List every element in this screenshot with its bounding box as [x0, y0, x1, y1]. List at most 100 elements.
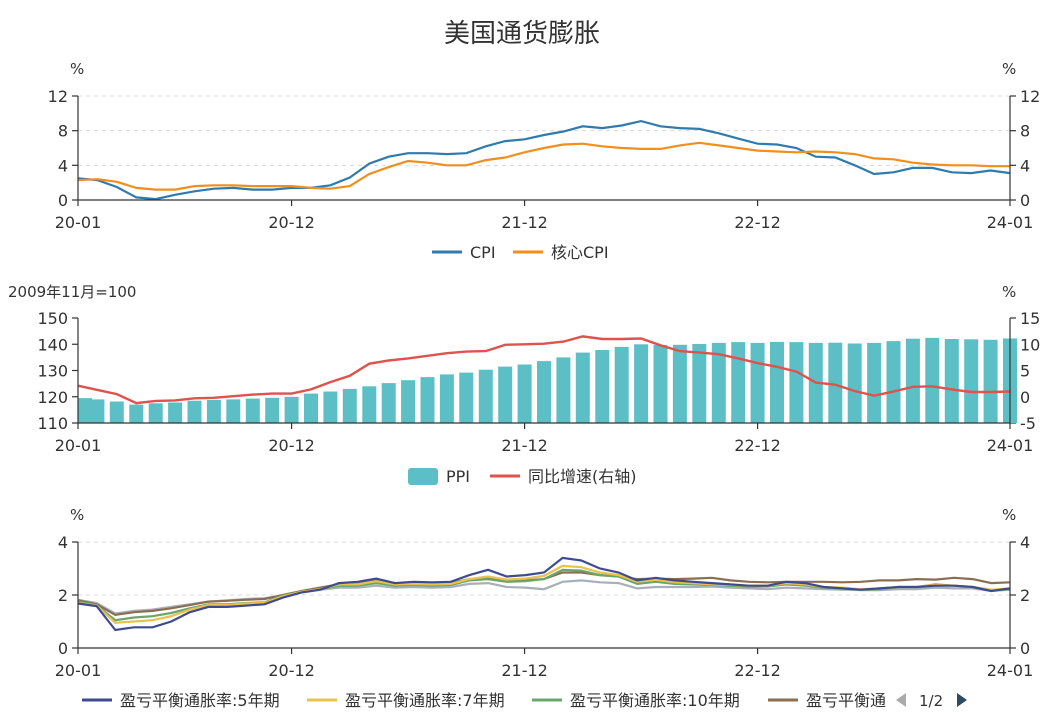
ppi-bar[interactable]: [789, 342, 804, 423]
ppi-bar[interactable]: [770, 341, 784, 423]
ppi-bar[interactable]: [575, 352, 590, 423]
cpi-legend: CPI 核心CPI: [432, 243, 609, 262]
ppi-bar[interactable]: [964, 339, 979, 423]
right-tick-label: -5: [1020, 414, 1036, 433]
series-line-cpi: [77, 119, 1011, 201]
x-tick-label: 24-01: [987, 661, 1034, 680]
ppi-bar[interactable]: [206, 399, 221, 423]
cpi-left-unit: %: [70, 60, 84, 78]
ppi-bar[interactable]: [672, 344, 687, 423]
ppi-bar[interactable]: [944, 339, 959, 423]
right-tick-label: 12: [1020, 87, 1040, 106]
ppi-bar[interactable]: [925, 337, 940, 423]
legend-item-cpi[interactable]: CPI: [432, 243, 496, 262]
ppi-right-unit: %: [1002, 283, 1016, 301]
ppi-bar[interactable]: [653, 345, 668, 423]
ppi-bar[interactable]: [420, 377, 435, 423]
y-tick-label: 140: [37, 335, 68, 354]
legend-item-breakeven-10y[interactable]: 盈亏平衡通胀率:10年期: [532, 691, 740, 710]
ppi-bar[interactable]: [109, 401, 124, 424]
legend-label-ppi-yoy: 同比增速(右轴): [528, 467, 637, 486]
series-line-breakeven-5y: [77, 556, 1011, 632]
ppi-bar[interactable]: [226, 399, 241, 423]
breakeven-panel: % % 0 2 4 0 2 4 20-01 20-12 21-12 22-12 24-01 盈亏平…: [55, 506, 1034, 710]
ppi-bar[interactable]: [78, 398, 92, 423]
y-tick-label: 120: [37, 388, 68, 407]
ppi-legend: PPI 同比增速(右轴): [408, 467, 637, 486]
ppi-bar[interactable]: [90, 399, 105, 423]
right-tick-label: 8: [1020, 122, 1030, 141]
y-tick-label: 8: [58, 122, 68, 141]
ppi-bar[interactable]: [498, 366, 513, 423]
y-tick-label: 0: [58, 639, 68, 658]
ppi-bar[interactable]: [401, 380, 416, 423]
x-tick-label: 21-12: [501, 436, 548, 455]
ppi-bar[interactable]: [304, 393, 318, 423]
x-tick-label: 21-12: [501, 661, 548, 680]
ppi-bar[interactable]: [847, 343, 862, 424]
ppi-bar[interactable]: [614, 346, 629, 423]
ppi-bar[interactable]: [265, 397, 280, 423]
cpi-x-ticks: 20-01 20-12 21-12 22-12 24-01: [55, 200, 1034, 232]
ppi-bar[interactable]: [731, 342, 746, 423]
ppi-bar[interactable]: [537, 361, 551, 423]
right-tick-label: 15: [1020, 309, 1040, 328]
ppi-bar[interactable]: [439, 374, 454, 423]
ppi-bar[interactable]: [323, 391, 338, 424]
ppi-bar[interactable]: [634, 344, 649, 424]
ppi-bar[interactable]: [284, 396, 299, 424]
ppi-bars: [78, 337, 1017, 424]
legend-swatch-ppi: [408, 468, 438, 485]
ppi-bar[interactable]: [381, 383, 396, 423]
legend-next-page-icon[interactable]: [957, 693, 967, 707]
breakeven-series: [77, 556, 1011, 632]
ppi-bar[interactable]: [459, 372, 474, 423]
legend-item-breakeven-next[interactable]: 盈亏平衡通: [768, 691, 886, 710]
breakeven-gridlines: [78, 541, 1010, 596]
right-tick-label: 0: [1020, 639, 1030, 658]
ppi-bar[interactable]: [362, 386, 377, 424]
ppi-bar[interactable]: [692, 344, 707, 423]
legend-prev-page-icon[interactable]: [896, 693, 906, 707]
ppi-bar[interactable]: [711, 342, 726, 423]
ppi-bar[interactable]: [750, 342, 765, 423]
ppi-bar[interactable]: [886, 341, 901, 423]
ppi-bar[interactable]: [556, 357, 571, 423]
legend-item-breakeven-5y[interactable]: 盈亏平衡通胀率:5年期: [82, 691, 280, 710]
ppi-bar[interactable]: [983, 339, 998, 423]
right-tick-label: 5: [1020, 362, 1030, 381]
x-tick-label: 24-01: [987, 213, 1034, 232]
ppi-bar[interactable]: [595, 350, 610, 423]
legend-page-indicator: 1/2: [919, 692, 943, 710]
legend-item-core-cpi[interactable]: 核心CPI: [513, 243, 609, 262]
legend-pager: 1/2: [896, 692, 967, 710]
ppi-bar[interactable]: [342, 388, 357, 423]
ppi-x-ticks: 20-01 20-12 21-12 22-12 24-01: [55, 423, 1033, 455]
ppi-bar[interactable]: [905, 338, 920, 423]
breakeven-x-ticks: 20-01 20-12 21-12 22-12 24-01: [55, 648, 1034, 680]
legend-item-breakeven-7y[interactable]: 盈亏平衡通胀率:7年期: [307, 691, 505, 710]
cpi-right-unit: %: [1002, 60, 1016, 78]
ppi-bar[interactable]: [187, 400, 202, 423]
series-line-ppi-yoy: [77, 335, 1011, 405]
ppi-panel: 2009年11月=100 % 110 120 130 140 150 -5 0 5 10 15 2…: [8, 283, 1040, 486]
page-title: 美国通货膨胀: [444, 19, 600, 49]
y-tick-label: 0: [58, 191, 68, 210]
ppi-bar[interactable]: [478, 369, 493, 423]
x-tick-label: 20-01: [55, 213, 102, 232]
x-tick-label: 22-12: [734, 436, 781, 455]
ppi-bar[interactable]: [867, 342, 882, 423]
legend-item-ppi-yoy[interactable]: 同比增速(右轴): [490, 467, 637, 486]
right-tick-label: 10: [1020, 335, 1040, 354]
right-tick-label: 0: [1020, 388, 1030, 407]
right-tick-label: 4: [1020, 156, 1030, 175]
legend-item-ppi[interactable]: PPI: [408, 467, 470, 486]
ppi-bar[interactable]: [517, 364, 532, 424]
cpi-panel: % % 0 4 8 12 0 4 8 12 20-01 20-12 21-12 22-12 24-01…: [48, 60, 1041, 262]
ppi-bar[interactable]: [245, 398, 260, 423]
ppi-bar[interactable]: [168, 402, 183, 424]
ppi-bar[interactable]: [129, 404, 144, 423]
ppi-bar[interactable]: [148, 403, 163, 423]
ppi-bar[interactable]: [828, 342, 843, 423]
